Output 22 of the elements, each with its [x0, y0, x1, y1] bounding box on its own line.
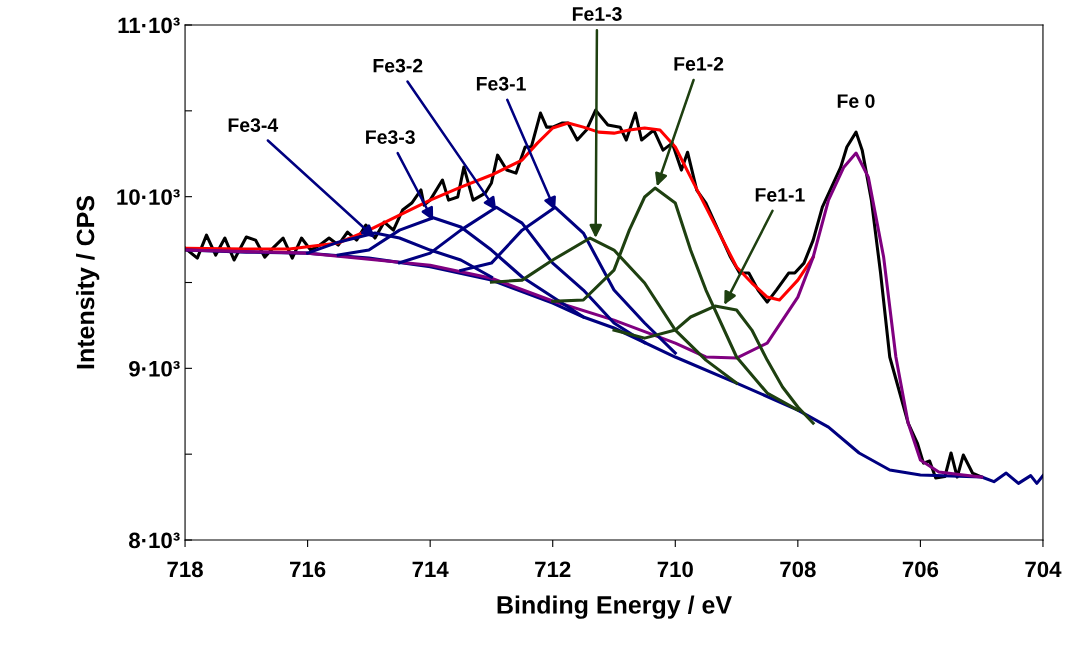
annotation: Fe1-3	[572, 7, 622, 21]
x-tick-label: 704	[1025, 561, 1062, 578]
annotation: Fe3-1	[476, 76, 526, 91]
x-tick-label: 714	[412, 561, 449, 577]
y-tick-label: 11·10³	[118, 17, 180, 34]
y-tick-label: 10·10³	[117, 189, 180, 205]
x-tick-label: 718	[167, 561, 203, 578]
y-tick-label: 8·10³	[129, 532, 180, 549]
annotation: Fe3-4	[228, 118, 279, 133]
x-tick-label: 710	[657, 561, 693, 578]
annotation: Fe3-3	[366, 130, 415, 144]
x-tick-label: 706	[902, 561, 939, 578]
annotation: Fe1-1	[755, 188, 805, 202]
y-axis-title: Intensity / CPS	[75, 195, 100, 369]
y-tick-label: 9·10³	[129, 360, 180, 377]
x-tick-label: 708	[780, 561, 816, 578]
annotation: Fe 0	[837, 94, 875, 108]
x-tick-label: 712	[535, 561, 571, 577]
x-axis-title: Binding Energy / eV	[497, 595, 732, 619]
x-tick-label: 716	[290, 561, 326, 578]
annotation: Fe3-2	[373, 58, 423, 73]
annotation: Fe1-2	[674, 56, 724, 71]
